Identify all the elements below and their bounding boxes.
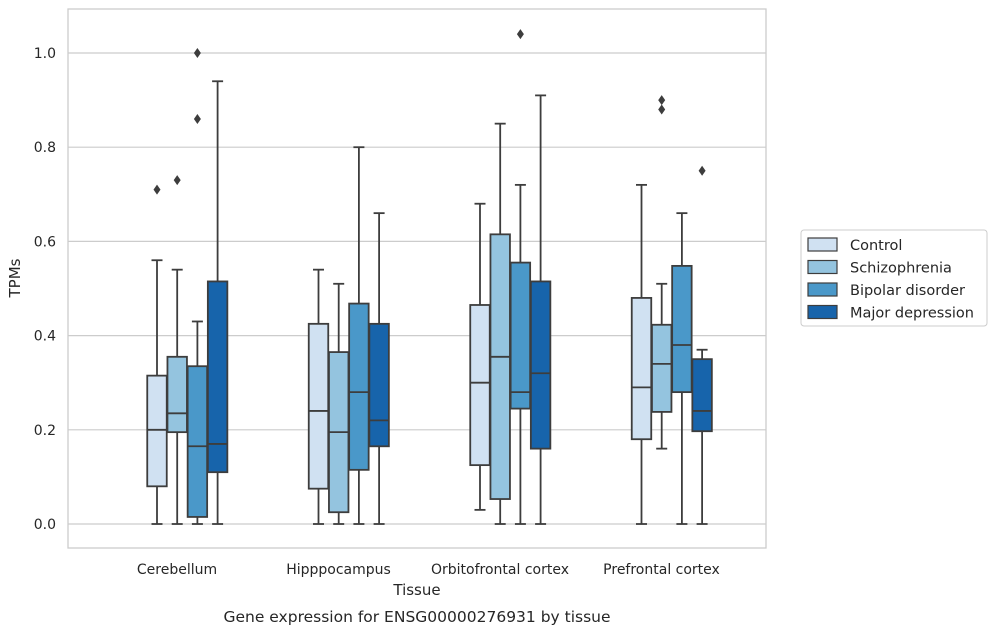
legend-label: Schizophrenia bbox=[850, 261, 952, 277]
box-0-0 bbox=[146, 184, 168, 525]
outlier-point bbox=[698, 165, 706, 176]
x-axis-label: Tissue bbox=[392, 581, 440, 599]
outlier-point bbox=[516, 29, 524, 40]
x-tick-label: Cerebellum bbox=[137, 562, 217, 578]
legend-label: Bipolar disorder bbox=[850, 283, 965, 299]
box-body bbox=[671, 264, 693, 394]
box-body bbox=[307, 322, 330, 490]
x-tick-label: Hipppocampus bbox=[286, 562, 391, 578]
box-body bbox=[651, 323, 673, 413]
box-body bbox=[691, 358, 713, 433]
box-body bbox=[469, 304, 491, 467]
box-1-3 bbox=[368, 212, 390, 525]
box-body bbox=[206, 280, 229, 474]
box-1-0 bbox=[307, 268, 330, 525]
outlier-point bbox=[173, 175, 181, 186]
y-tick-label: 0.2 bbox=[34, 423, 56, 439]
outlier-point bbox=[658, 104, 666, 115]
legend-label: Control bbox=[850, 238, 902, 254]
legend-frame bbox=[800, 229, 988, 327]
y-axis-label: TPMs bbox=[6, 258, 24, 298]
box-groups bbox=[146, 29, 713, 525]
legend-swatch bbox=[807, 237, 838, 252]
x-axis-ticks: Cerebellum Hipppocampus Orbitofrontal cort… bbox=[137, 562, 720, 578]
legend-swatch bbox=[807, 282, 838, 297]
y-tick-label: 0.0 bbox=[34, 517, 56, 533]
box-body bbox=[529, 280, 552, 450]
box-1-1 bbox=[328, 282, 350, 525]
box-2-1 bbox=[489, 122, 511, 525]
box-0-3 bbox=[206, 80, 229, 525]
box-body bbox=[630, 297, 653, 441]
box-2-0 bbox=[469, 202, 491, 511]
y-axis-ticks: 0.0 0.2 0.4 0.6 0.8 1.0 bbox=[34, 46, 56, 533]
plot-area-frame bbox=[67, 8, 767, 549]
box-0-2 bbox=[186, 48, 209, 525]
box-3-1 bbox=[651, 95, 673, 450]
box-2-3 bbox=[529, 94, 552, 525]
outlier-point bbox=[193, 113, 201, 124]
figure-caption: Gene expression for ENSG00000276931 by t… bbox=[223, 608, 610, 626]
y-tick-label: 0.4 bbox=[34, 329, 56, 345]
y-tick-label: 0.8 bbox=[34, 140, 56, 156]
box-2-2 bbox=[509, 29, 532, 525]
outlier-point bbox=[153, 184, 161, 195]
x-tick-label: Prefrontal cortex bbox=[603, 562, 720, 578]
outlier-point bbox=[193, 48, 201, 58]
legend-swatch bbox=[807, 259, 838, 275]
box-3-3 bbox=[691, 165, 713, 525]
outlier-point bbox=[658, 95, 666, 106]
box-0-1 bbox=[166, 175, 188, 525]
x-tick-label: Orbitofrontal cortex bbox=[431, 562, 569, 578]
y-tick-label: 1.0 bbox=[34, 46, 56, 62]
box-body bbox=[509, 261, 532, 410]
box-body bbox=[368, 322, 390, 448]
box-body bbox=[348, 302, 370, 471]
box-3-0 bbox=[630, 183, 653, 525]
legend: Control Schizophrenia Bipolar disorder Majo… bbox=[800, 229, 988, 327]
box-3-2 bbox=[671, 212, 693, 525]
box-body bbox=[166, 355, 188, 434]
legend-swatch bbox=[807, 304, 838, 320]
box-body bbox=[489, 233, 511, 500]
box-body bbox=[146, 374, 168, 488]
box-body bbox=[186, 365, 209, 518]
box-1-2 bbox=[348, 146, 370, 525]
y-tick-label: 0.6 bbox=[34, 234, 56, 250]
legend-label: Major depression bbox=[850, 306, 974, 322]
